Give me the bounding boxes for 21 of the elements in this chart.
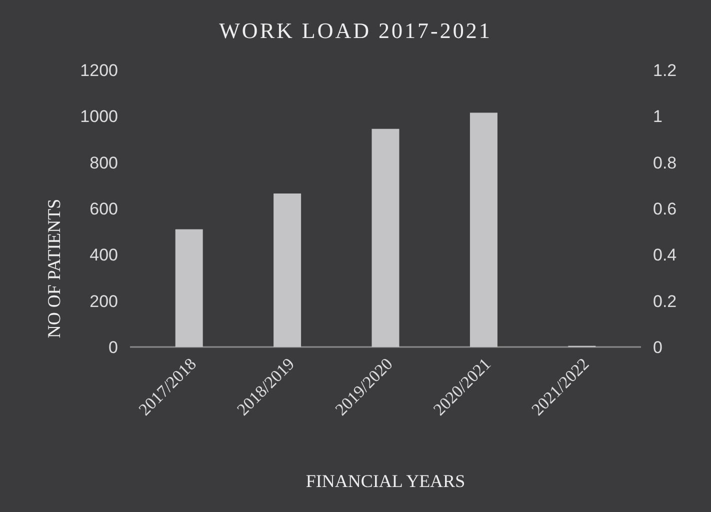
y-axis-title: NO OF PATIENTS [44,198,64,338]
y-tick-label: 1000 [80,107,118,126]
y-tick-label: 1200 [80,60,118,80]
bar [470,112,498,347]
y2-tick-label: 1 [653,107,662,126]
y-tick-label: 400 [90,246,118,265]
y2-tick-label: 0.4 [653,246,677,265]
y2-tick-label: 0.2 [653,292,677,311]
x-axis-title: FINANCIAL YEARS [306,471,466,491]
bar [372,128,400,347]
y-tick-label: 800 [90,153,118,172]
y-tick-label: 0 [108,338,118,357]
bar [274,193,302,347]
y2-tick-label: 0.6 [653,199,677,218]
y2-tick-label: 0.8 [653,153,677,172]
bar [175,229,203,347]
y-tick-label: 200 [90,292,118,311]
y-tick-label: 600 [90,199,118,218]
y2-tick-label: 1.2 [653,60,677,80]
chart-title: WORK LOAD 2017-2021 [219,18,492,43]
y2-tick-label: 0 [653,338,662,357]
